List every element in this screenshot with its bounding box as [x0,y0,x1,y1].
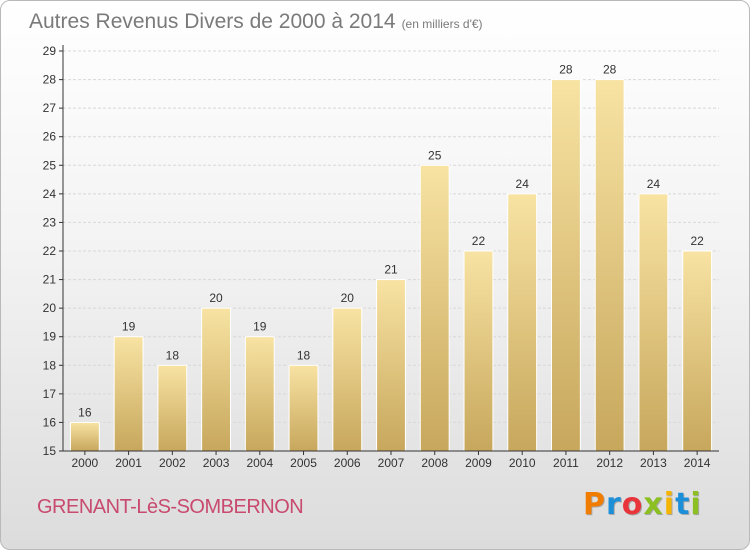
x-tick-label: 2002 [159,456,186,470]
bar [69,421,100,452]
bar-value-label: 19 [253,320,267,334]
y-tick-label: 18 [43,358,57,372]
x-tick-label: 2007 [378,456,405,470]
bar-value-label: 22 [472,234,486,248]
bar-value-label: 18 [166,348,180,362]
y-tick-label: 29 [43,44,57,58]
y-tick-label: 25 [43,158,57,172]
bar-value-label: 24 [516,177,530,191]
bar [113,336,144,452]
brand-letter: i [663,487,676,522]
y-tick-label: 28 [43,73,57,87]
labels: 15 16 17 18 19 20 21 22 23 24 25 26 27 28 29 16 2000 19 20… [43,44,711,470]
brand-letter: x [643,487,664,522]
bar-value-label: 19 [122,320,136,334]
y-tick-label: 21 [43,273,57,287]
bar [201,307,231,452]
x-tick-label: 2001 [115,456,142,470]
chart-title: Autres Revenus Divers de 2000 à 2014 (en … [29,10,483,34]
y-tick-label: 15 [43,444,57,458]
place-name: GRENANT-LèS-SOMBERNON [37,496,304,518]
y-tick-label: 24 [43,187,57,201]
bar [682,250,713,452]
y-tick-label: 26 [43,130,57,144]
y-tick-label: 27 [43,101,57,115]
bar [594,79,625,452]
bar-value-label: 20 [209,291,223,305]
bar-value-label: 24 [647,177,661,191]
brand-letter: i [690,487,702,522]
bar [376,279,406,452]
brand-letter: P [583,487,606,522]
bar-value-label: 25 [428,148,442,162]
bar [332,307,363,452]
bar-value-label: 16 [78,405,92,419]
bar-value-label: 20 [341,291,355,305]
brand-letter: t [675,487,691,522]
bar-value-label: 28 [603,63,617,77]
x-tick-label: 2006 [334,456,361,470]
y-tick-label: 23 [43,215,57,229]
bar-value-label: 21 [384,263,398,277]
x-tick-label: 2011 [553,456,579,470]
y-tick-label: 17 [43,387,57,401]
x-tick-label: 2004 [246,456,273,470]
brand-letter: o [621,487,644,522]
x-tick-label: 2005 [290,456,317,470]
bar [638,193,669,452]
x-tick-label: 2003 [203,456,230,470]
x-tick-label: 2014 [684,456,711,470]
bar [419,164,450,452]
bars [69,79,713,452]
bar [244,336,275,452]
bar [551,79,581,452]
chart-subtitle: (en milliers d'€) [401,17,483,31]
brand-letter: r [606,487,622,522]
axes [59,45,719,455]
bar-value-label: 22 [690,234,704,248]
bar-value-label: 28 [559,63,573,77]
bar-value-label: 18 [297,348,311,362]
x-tick-label: 2010 [509,456,536,470]
x-tick-label: 2008 [421,456,448,470]
bar [157,364,188,452]
y-tick-label: 22 [43,244,57,258]
chart-title-text: Autres Revenus Divers de 2000 à 2014 [29,10,396,33]
bar [288,364,319,452]
x-tick-label: 2009 [465,456,492,470]
y-tick-label: 16 [43,415,57,429]
y-tick-label: 20 [43,301,57,315]
bar [507,193,538,452]
brand-logo: Proxiti [583,487,702,522]
x-tick-label: 2000 [72,456,99,470]
y-tick-label: 19 [43,330,57,344]
x-tick-label: 2012 [596,456,623,470]
x-tick-label: 2013 [640,456,667,470]
bar [463,250,494,452]
